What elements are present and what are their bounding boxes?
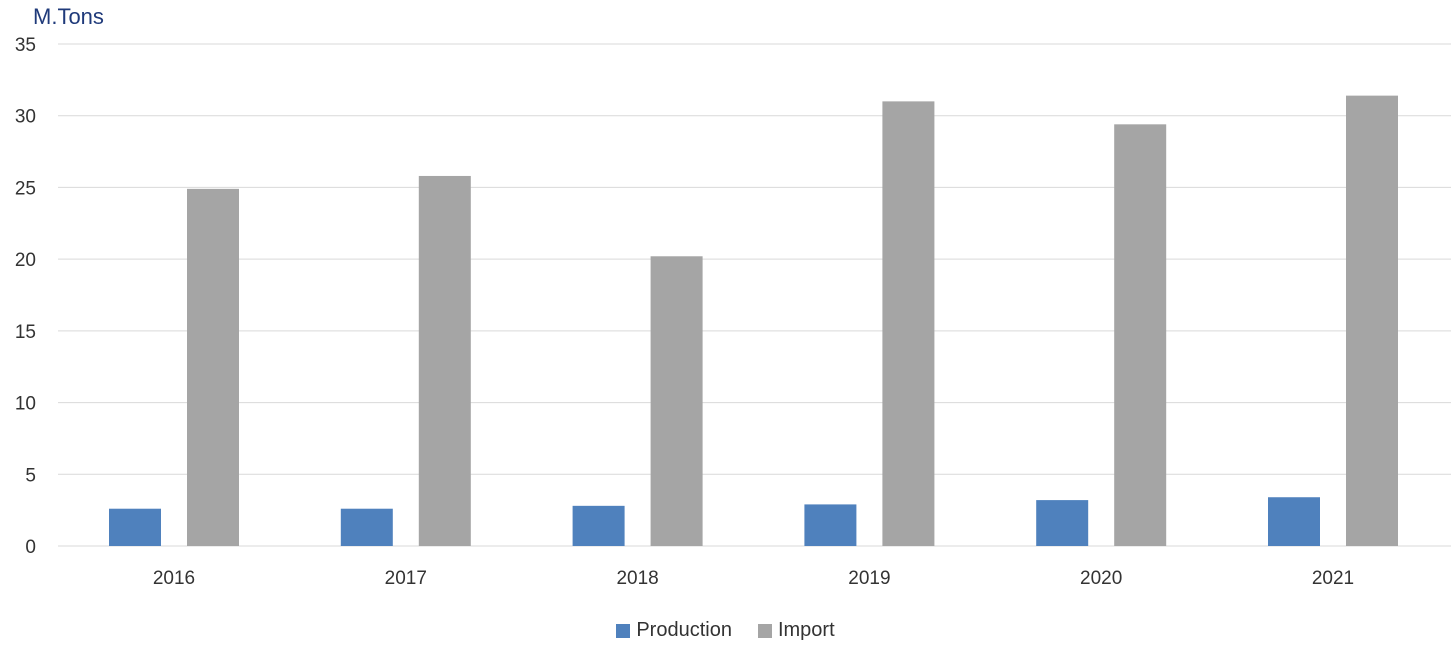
legend-label-import: Import <box>777 619 835 641</box>
legend-label-production: Production <box>636 619 732 641</box>
bar-import-2016 <box>187 188 239 546</box>
x-tick-label-2020: 2020 <box>1080 568 1122 589</box>
x-tick-label-2017: 2017 <box>385 568 427 589</box>
legend-swatch-production <box>616 623 631 638</box>
bar-production-2016 <box>109 508 161 546</box>
y-tick-label-20: 20 <box>15 250 36 271</box>
legend-swatch-import <box>757 623 772 638</box>
y-tick-label-25: 25 <box>15 178 36 199</box>
bar-import-2019 <box>882 101 935 546</box>
y-tick-label-30: 30 <box>15 107 36 128</box>
bar-production-2020 <box>1036 500 1089 546</box>
bar-import-2020 <box>1114 124 1167 546</box>
y-tick-label-5: 5 <box>25 465 36 486</box>
legend: Production Import <box>0 619 1451 642</box>
x-tick-label-2019: 2019 <box>848 568 890 589</box>
y-axis-unit-label: M.Tons <box>33 4 104 29</box>
y-tick-label-0: 0 <box>25 537 36 558</box>
bar-production-2017 <box>340 508 393 546</box>
legend-item-import: Import <box>757 619 835 642</box>
bar-import-2021 <box>1346 95 1398 547</box>
bar-production-2019 <box>804 504 857 546</box>
legend-item-production: Production <box>616 619 732 642</box>
x-tick-label-2018: 2018 <box>616 568 658 589</box>
bar-production-2021 <box>1268 497 1320 546</box>
x-tick-label-2021: 2021 <box>1312 568 1354 589</box>
bar-production-2018 <box>572 505 625 546</box>
bar-import-2017 <box>418 175 471 546</box>
bar-import-2018 <box>650 256 703 546</box>
x-tick-label-2016: 2016 <box>153 568 195 589</box>
y-tick-label-15: 15 <box>15 322 36 343</box>
y-tick-label-10: 10 <box>15 394 36 415</box>
y-tick-label-35: 35 <box>15 35 36 56</box>
